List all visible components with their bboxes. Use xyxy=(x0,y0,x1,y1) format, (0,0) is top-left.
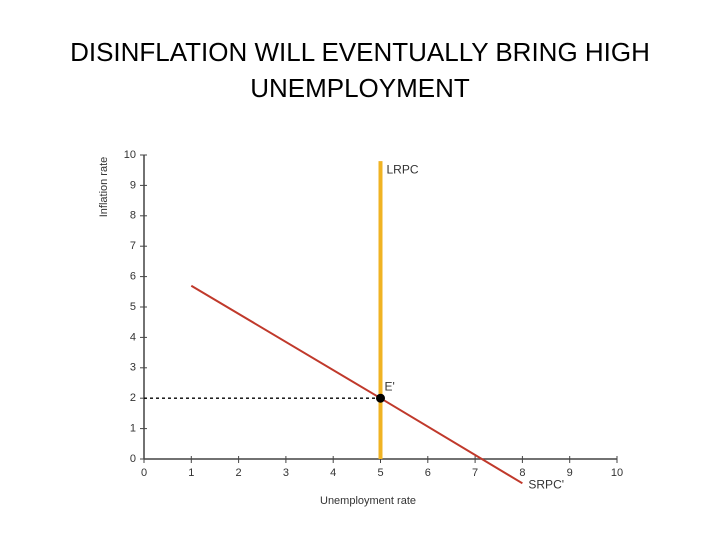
x-tick-label: 9 xyxy=(567,467,573,479)
x-tick-label: 7 xyxy=(472,467,478,479)
point xyxy=(376,393,385,403)
curve-label: SRPC' xyxy=(528,477,564,491)
y-tick-label: 7 xyxy=(130,240,136,252)
y-tick-label: 4 xyxy=(130,331,136,343)
y-tick-label: 10 xyxy=(124,149,136,161)
x-tick-label: 1 xyxy=(188,467,194,479)
chart-title: DISINFLATION WILL EVENTUALLY BRING HIGH … xyxy=(70,37,650,103)
y-tick-label: 0 xyxy=(130,453,136,465)
y-tick-label: 2 xyxy=(130,392,136,404)
point-label: E' xyxy=(385,379,395,393)
y-tick-label: 8 xyxy=(130,210,136,222)
y-tick-label: 9 xyxy=(130,179,136,191)
curve-label: LRPC xyxy=(387,162,419,176)
x-tick-label: 10 xyxy=(611,467,623,479)
x-tick-label: 8 xyxy=(519,467,525,479)
y-tick-label: 3 xyxy=(130,362,136,374)
x-tick-label: 4 xyxy=(330,467,336,479)
x-tick-label: 6 xyxy=(425,467,431,479)
y-axis-label: Inflation rate xyxy=(98,157,110,218)
x-tick-label: 2 xyxy=(236,467,242,479)
curve xyxy=(190,284,523,485)
x-tick-label: 3 xyxy=(283,467,289,479)
y-tick-label: 5 xyxy=(130,301,136,313)
x-axis-label: Unemployment rate xyxy=(320,495,416,507)
y-tick-label: 6 xyxy=(130,271,136,283)
y-tick-label: 1 xyxy=(130,423,136,435)
x-tick-label: 0 xyxy=(141,467,147,479)
x-tick-label: 5 xyxy=(377,467,383,479)
